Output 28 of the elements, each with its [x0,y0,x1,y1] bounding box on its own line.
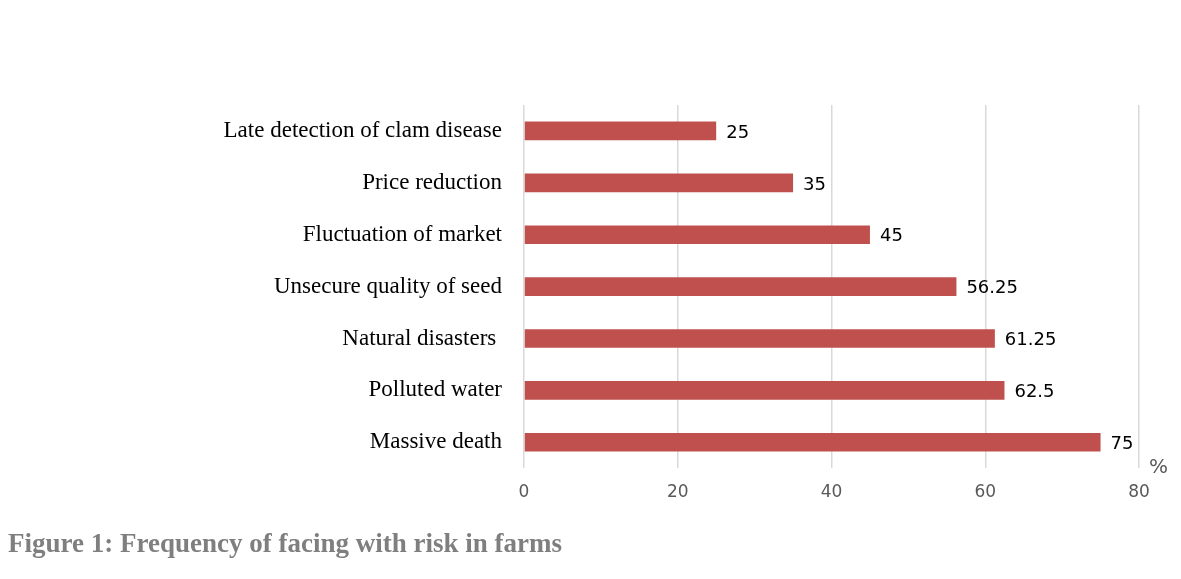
data-label: 61.25 [1004,328,1057,350]
x-tick-label: 60 [974,480,997,501]
text: Figure 1: Frequency of facing with risk in farms [8,527,562,558]
data-label: 45 [879,224,903,246]
x-tick-label: 80 [1128,480,1150,501]
y-tick-label: Unsecure quality of seed [273,272,503,298]
bar [524,277,957,296]
x-tick-label: 20 [666,480,689,501]
y-tick-label: Polluted water [368,376,503,402]
x-axis-title: % [1149,454,1169,479]
bar [524,225,870,245]
bar [524,173,794,193]
data-label: 56.25 [966,276,1018,298]
bar [524,381,1005,400]
data-label: 25 [726,120,750,142]
data-label: 62.5 [1014,380,1055,402]
data-label: 75 [1110,431,1134,453]
y-tick-label: Massive death [369,428,503,454]
x-tick-label: 40 [820,480,843,501]
bar [524,121,717,141]
y-tick-label: Fluctuation of market [302,220,503,246]
bar [524,432,1101,452]
data-label: 35 [803,172,826,194]
bar [524,329,995,348]
y-tick-label: Price reduction [362,168,503,194]
x-tick-label: 0 [518,480,530,501]
y-tick-label: Late detection of clam disease [223,116,502,142]
y-tick-label: Natural disasters [342,324,502,350]
